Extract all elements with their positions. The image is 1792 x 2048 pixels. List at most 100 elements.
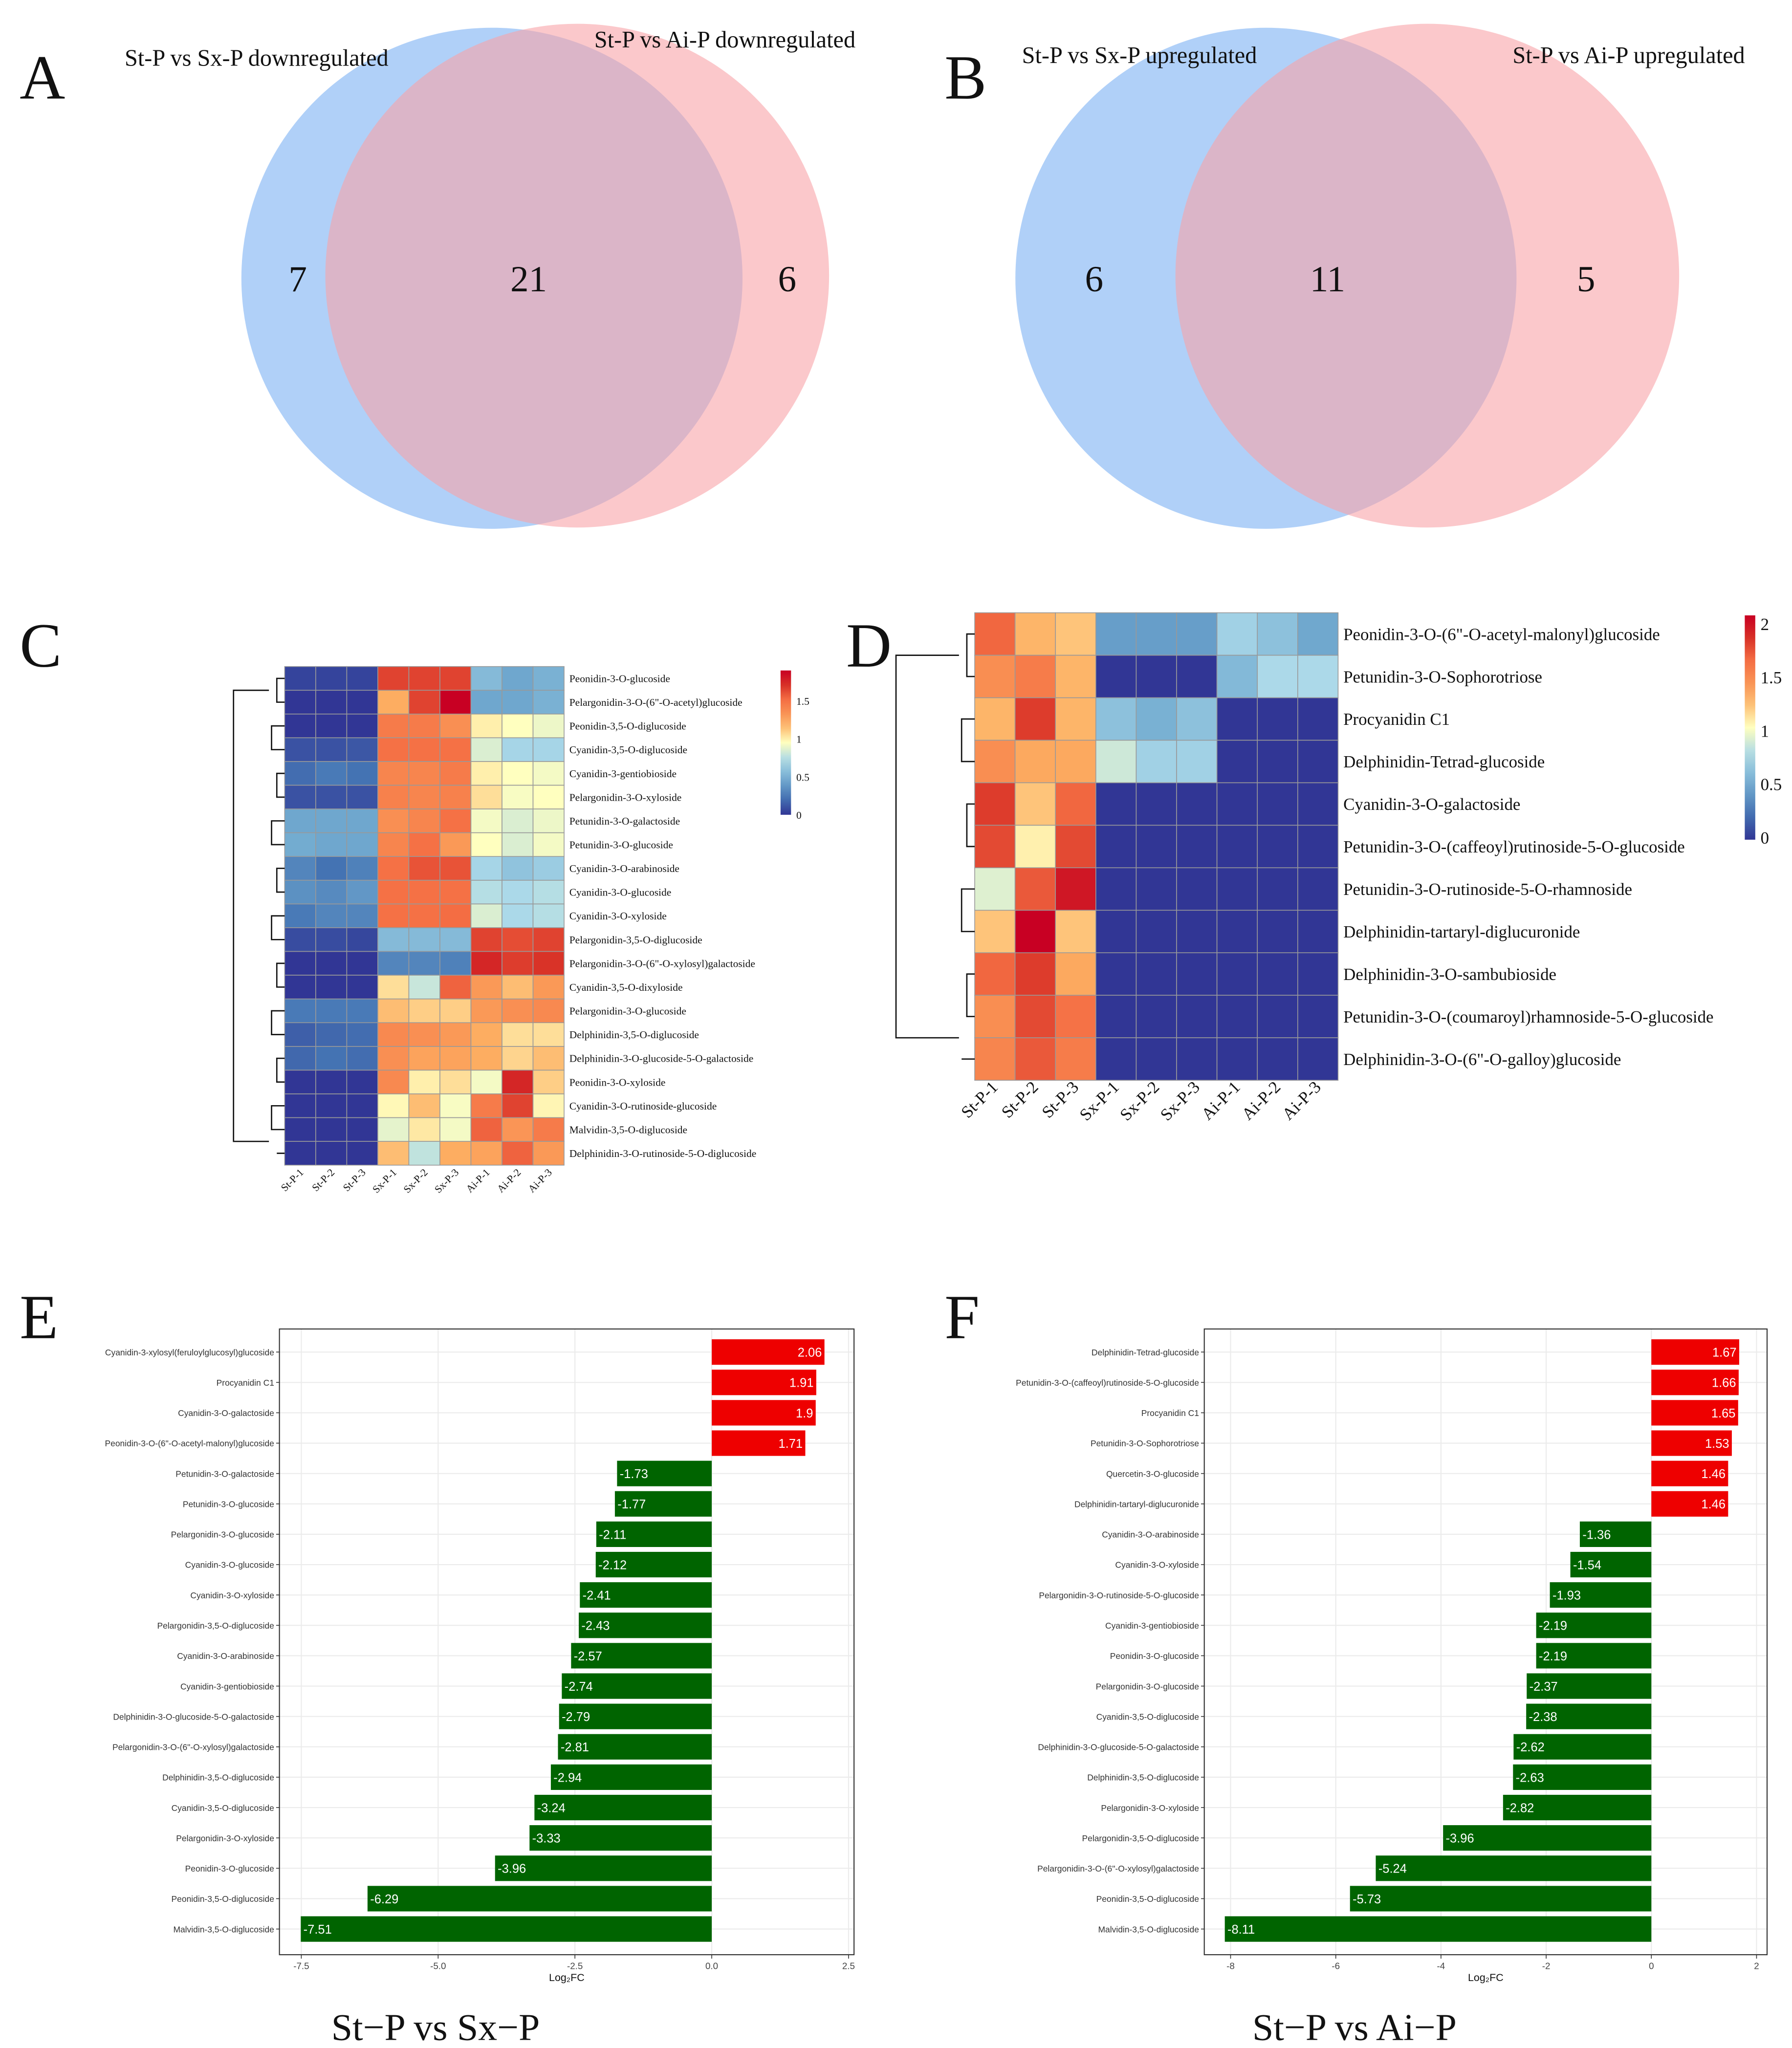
heatmap-cell xyxy=(974,612,1016,656)
heatmap-cell xyxy=(1014,952,1056,996)
heatmap-cell xyxy=(315,1046,348,1071)
heatmap-column-label: Ai-P-1 xyxy=(464,1166,492,1195)
venn-count: 6 xyxy=(778,259,796,300)
heatmap-cell xyxy=(532,903,565,928)
heatmap-cell xyxy=(1136,740,1177,784)
heatmap-cell xyxy=(315,784,348,809)
bar-category-label: Peonidin-3,5-O-diglucoside xyxy=(172,1894,274,1904)
heatmap-cell xyxy=(1257,825,1298,869)
bar-value-label: -1.77 xyxy=(617,1498,646,1511)
panel-letter-b: B xyxy=(944,43,986,112)
heatmap-cell xyxy=(1136,612,1177,656)
bar-value-label: -8.11 xyxy=(1227,1923,1255,1937)
heatmap-row-label: Pelargonidin-3,5-O-diglucoside xyxy=(569,934,702,946)
heatmap-cell xyxy=(532,1141,565,1166)
heatmap-cell xyxy=(315,880,348,905)
heatmap-cell xyxy=(1216,1037,1258,1081)
heatmap-cell xyxy=(502,761,534,786)
bar-category-label: Delphinidin-3-O-glucoside-5-O-galactosid… xyxy=(1038,1743,1199,1752)
bar-value-label: -2.12 xyxy=(598,1558,627,1572)
heatmap-cell xyxy=(502,666,534,691)
heatmap-cell xyxy=(470,1093,503,1118)
bar xyxy=(1651,1491,1728,1517)
heatmap-column-label: Sx-P-2 xyxy=(1116,1077,1163,1124)
heatmap-cell xyxy=(284,1022,316,1047)
bar-category-label: Delphinidin-3-O-glucoside-5-O-galactosid… xyxy=(113,1712,274,1721)
heatmap-cell xyxy=(346,1022,378,1047)
bar xyxy=(712,1370,816,1395)
heatmap-cell xyxy=(470,1046,503,1071)
heatmap-cell xyxy=(502,1117,534,1142)
venn-count: 6 xyxy=(1085,259,1103,300)
heatmap-cell xyxy=(346,761,378,786)
venn-circle-right xyxy=(325,23,830,528)
heatmap-cell xyxy=(346,927,378,952)
heatmap-cell xyxy=(315,1117,348,1142)
bar xyxy=(617,1460,712,1486)
heatmap-cell xyxy=(284,975,316,1000)
bar-category-label: Pelargonidin-3-O-xyloside xyxy=(176,1833,274,1843)
heatmap-row-label: Petunidin-3-O-(caffeoyl)rutinoside-5-O-g… xyxy=(1343,837,1685,856)
heatmap-cell xyxy=(439,1117,472,1142)
heatmap-cell xyxy=(502,690,534,715)
bar-category-label: Quercetin-3-O-glucoside xyxy=(1106,1469,1199,1479)
heatmap-row-label: Pelargonidin-3-O-(6"-O-xylosyl)galactosi… xyxy=(569,958,755,969)
bar xyxy=(712,1339,825,1365)
venn-set-label: St-P vs Ai-P downregulated xyxy=(594,27,855,53)
heatmap-cell xyxy=(974,782,1016,826)
bar-value-label: -2.43 xyxy=(581,1619,610,1633)
plot-frame xyxy=(279,1328,855,1956)
venn-diagrams: St-P vs Sx-P downregulated St-P vs Ai-P d… xyxy=(125,23,1745,529)
bar-value-label: -3.96 xyxy=(498,1862,526,1876)
heatmap-cell xyxy=(1257,654,1298,698)
heatmap-cell xyxy=(408,1046,440,1071)
heatmap-cell xyxy=(470,856,503,881)
heatmap-cell xyxy=(346,1093,378,1118)
bar-chart-f: 1.67 Delphinidin-Tetrad-glucoside 1.66 Petu… xyxy=(1016,1328,1768,2048)
bar-value-label: -2.74 xyxy=(565,1680,593,1694)
heatmap-cell xyxy=(377,880,410,905)
heatmap-cell xyxy=(1176,740,1218,784)
heatmap-row-label: Delphinidin-3-O-rutinoside-5-O-diglucosi… xyxy=(569,1148,757,1159)
heatmap-cell xyxy=(315,690,348,715)
heatmap-cell xyxy=(1014,697,1056,741)
heatmap-cell xyxy=(1297,825,1339,869)
bar xyxy=(614,1491,712,1517)
x-tick-label: 0 xyxy=(1649,1961,1654,1971)
heatmap-cell xyxy=(408,666,440,691)
heatmap-cell xyxy=(1014,612,1056,656)
heatmap-cell xyxy=(1095,825,1137,869)
heatmap-cell xyxy=(1055,825,1096,869)
heatmap-cell xyxy=(502,998,534,1024)
heatmap-cell xyxy=(470,1117,503,1142)
heatmap-cell xyxy=(1176,782,1218,826)
heatmap-column-label: Ai-P-2 xyxy=(1238,1077,1285,1124)
heatmap-cell xyxy=(502,808,534,833)
heatmap-cell xyxy=(1257,1037,1298,1081)
heatmap-cell xyxy=(377,951,410,976)
bar-category-label: Petunidin-3-O-galactoside xyxy=(175,1469,274,1479)
x-tick-label: -5.0 xyxy=(430,1961,446,1971)
heatmap-cell xyxy=(439,714,472,739)
heatmap-cell xyxy=(439,737,472,762)
heatmap-cell xyxy=(439,927,472,952)
heatmap-column-label: St-P-2 xyxy=(998,1077,1042,1122)
heatmap-cell xyxy=(408,927,440,952)
heatmap-cell xyxy=(1136,910,1177,954)
heatmap-cell xyxy=(284,690,316,715)
heatmap-row-label: Petunidin-3-O-glucoside xyxy=(569,839,673,851)
bar-category-label: Cyanidin-3,5-O-diglucoside xyxy=(172,1803,274,1813)
x-tick-label: -7.5 xyxy=(293,1961,309,1971)
colorbar-tick-label: 0 xyxy=(1761,828,1769,848)
heatmap-cell xyxy=(1257,782,1298,826)
heatmap-cell xyxy=(1297,782,1339,826)
heatmap-cell xyxy=(315,808,348,833)
heatmap-cell xyxy=(439,880,472,905)
heatmap-cell xyxy=(346,784,378,809)
heatmap-cell xyxy=(377,975,410,1000)
heatmap-cell xyxy=(346,975,378,1000)
heatmap-cell xyxy=(532,808,565,833)
bar-category-label: Pelargonidin-3,5-O-diglucoside xyxy=(157,1621,274,1631)
bar-value-label: -2.81 xyxy=(561,1741,589,1754)
heatmap-row-label: Pelargonidin-3-O-xyloside xyxy=(569,791,682,803)
